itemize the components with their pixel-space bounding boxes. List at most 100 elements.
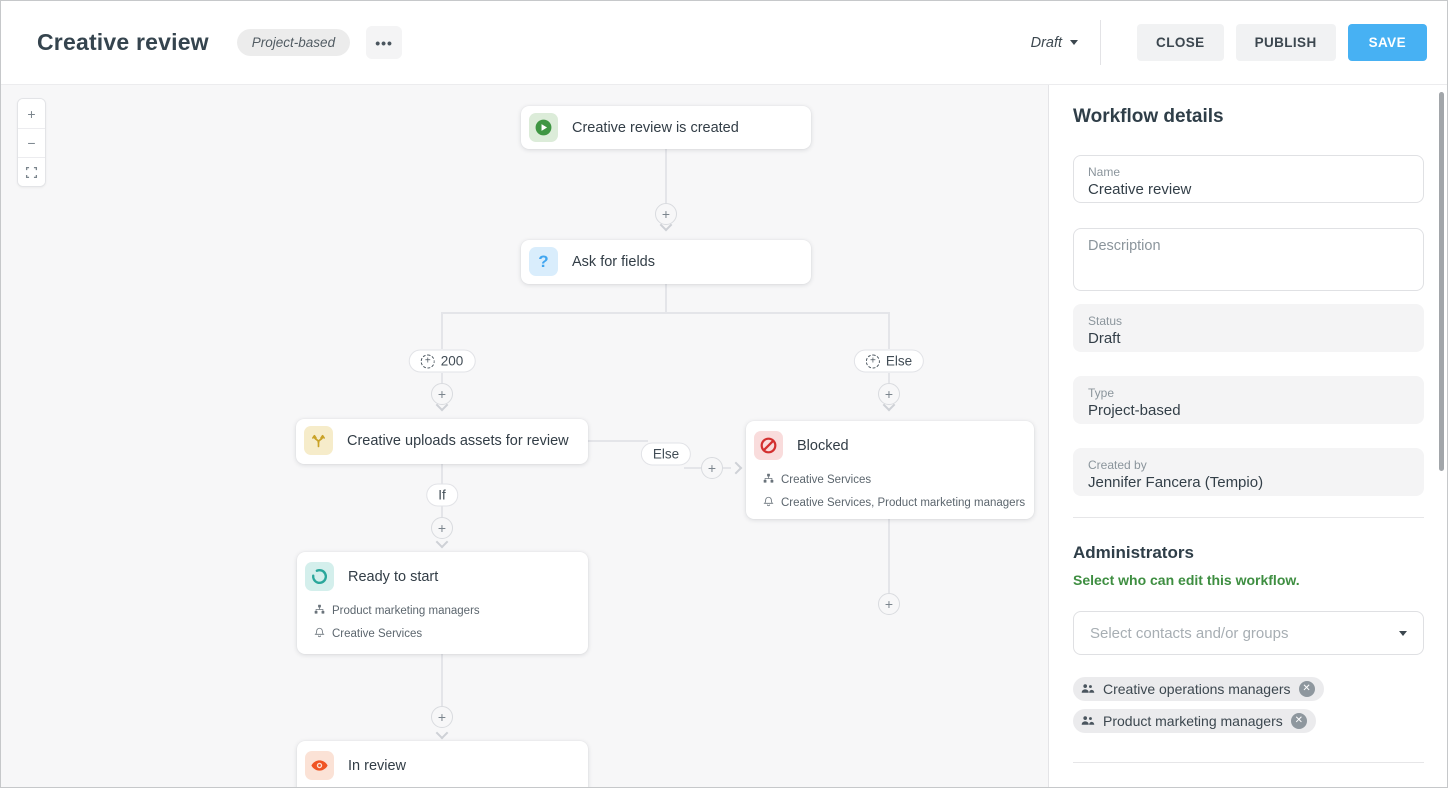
header-divider (1100, 20, 1102, 65)
remove-chip-button[interactable]: ✕ (1290, 713, 1307, 729)
name-input[interactable] (1088, 181, 1409, 198)
node-title: Ready to start (348, 568, 439, 585)
close-button[interactable]: CLOSE (1137, 24, 1224, 61)
org-chart-icon (314, 604, 325, 618)
connector-line (441, 654, 443, 725)
zoom-out-button[interactable]: − (18, 128, 45, 157)
branch-label: If (438, 487, 446, 503)
status-value: Draft (1088, 330, 1121, 347)
chevron-down-icon (1070, 40, 1079, 45)
node-in-review[interactable]: In review (297, 741, 588, 787)
contacts-groups-select[interactable]: Select contacts and/or groups (1073, 611, 1424, 655)
close-icon: ✕ (1302, 683, 1311, 694)
header-actions: Draft CLOSE PUBLISH SAVE (1031, 20, 1427, 65)
play-icon (529, 113, 558, 142)
fit-screen-button[interactable] (18, 157, 45, 186)
assignee-row: Product marketing managers (314, 604, 574, 618)
close-icon: ✕ (1294, 715, 1303, 726)
node-ask-for-fields[interactable]: ? Ask for fields (521, 240, 811, 284)
remove-chip-button[interactable]: ✕ (1298, 681, 1315, 697)
status-dropdown[interactable]: Draft (1030, 34, 1079, 51)
admin-chip[interactable]: Creative operations managers ✕ (1073, 677, 1324, 701)
status-label: Status (1088, 314, 1123, 328)
branch-label: Else (885, 353, 913, 369)
section-divider (1073, 762, 1424, 763)
add-step-button[interactable]: + (878, 593, 900, 615)
node-title: Blocked (797, 437, 849, 454)
connector-line (665, 284, 667, 313)
status-ring-icon (305, 562, 334, 591)
arrowhead-right-icon (729, 461, 743, 475)
created-by-field: Created by Jennifer Fancera (Tempio) (1073, 448, 1424, 496)
branch-condition-else-inner[interactable]: Else (640, 442, 692, 466)
add-step-button[interactable]: + (701, 457, 723, 479)
node-title: Ask for fields (572, 253, 655, 270)
connector-line (665, 149, 667, 217)
type-value: Project-based (1088, 402, 1181, 419)
connector-line (888, 312, 890, 349)
assignee-text: Product marketing managers (332, 605, 480, 617)
sidebar-scrollbar[interactable] (1439, 92, 1444, 471)
chip-label: Creative operations managers (1103, 681, 1291, 697)
node-ready-to-start[interactable]: Ready to start Product marketing manager… (297, 552, 588, 654)
assignee-text: Creative Services (781, 474, 872, 486)
blocked-icon (754, 431, 783, 460)
save-button[interactable]: SAVE (1347, 24, 1427, 61)
node-creative-uploads-assets[interactable]: Creative uploads assets for review (296, 419, 588, 464)
canvas-zoom-controls: + − (17, 98, 46, 187)
add-step-button[interactable]: + (431, 706, 453, 728)
more-options-button[interactable]: ••• (366, 26, 403, 59)
type-label: Type (1088, 386, 1115, 400)
split-arrow-icon (304, 426, 333, 455)
name-field[interactable]: Name (1073, 155, 1424, 203)
node-details: Product marketing managers Creative Serv… (297, 598, 588, 654)
fit-screen-icon (25, 166, 38, 178)
notify-row: Creative Services, Product marketing man… (763, 496, 1025, 510)
notify-row: Creative Services (314, 627, 574, 641)
zoom-in-button[interactable]: + (18, 99, 45, 128)
add-step-button[interactable]: + (878, 383, 900, 405)
node-creative-review-created[interactable]: Creative review is created (521, 106, 811, 149)
bell-icon (763, 496, 774, 510)
page-title: Creative review (37, 29, 209, 55)
add-step-button[interactable]: + (655, 203, 677, 225)
node-blocked[interactable]: Blocked Creative Services Creative Servi… (746, 421, 1034, 519)
administrators-note: Select who can edit this workflow. (1073, 572, 1300, 588)
created-by-label: Created by (1088, 458, 1147, 472)
add-step-button[interactable]: + (431, 383, 453, 405)
condition-icon: + (865, 354, 880, 368)
status-dropdown-label: Draft (1030, 34, 1063, 51)
select-placeholder: Select contacts and/or groups (1090, 624, 1289, 642)
connector-line (888, 519, 890, 595)
branch-condition-200[interactable]: + 200 (408, 349, 476, 373)
status-field: Status Draft (1073, 304, 1424, 352)
chip-label: Product marketing managers (1103, 713, 1283, 729)
name-label: Name (1088, 165, 1121, 179)
publish-button[interactable]: PUBLISH (1235, 24, 1336, 61)
workflow-type-badge: Project-based (236, 29, 351, 56)
add-step-button[interactable]: + (431, 517, 453, 539)
branch-label: Else (652, 446, 680, 462)
description-input[interactable] (1088, 238, 1409, 278)
branch-label: 200 (440, 353, 464, 369)
node-details: Creative Services Creative Services, Pro… (746, 467, 1034, 523)
admin-chip[interactable]: Product marketing managers ✕ (1073, 709, 1316, 733)
branch-condition-if[interactable]: If (426, 483, 458, 507)
notify-text: Creative Services, Product marketing man… (781, 497, 1026, 509)
panel-title: Workflow details (1073, 106, 1224, 127)
chevron-down-icon (1399, 630, 1407, 636)
org-chart-icon (763, 473, 774, 487)
condition-icon: + (420, 354, 435, 368)
node-title: Creative review is created (572, 119, 739, 136)
connector-line (588, 440, 648, 442)
eye-icon (305, 751, 334, 780)
node-title: In review (348, 757, 407, 774)
notify-text: Creative Services (332, 628, 423, 640)
workflow-canvas[interactable]: + + + + + + + + 200 + Else If Else Crea (1, 85, 1048, 787)
assignee-row: Creative Services (763, 473, 1020, 487)
branch-condition-else[interactable]: + Else (853, 349, 925, 373)
question-icon: ? (529, 247, 558, 276)
people-icon (1081, 681, 1095, 697)
description-field[interactable] (1073, 228, 1424, 291)
